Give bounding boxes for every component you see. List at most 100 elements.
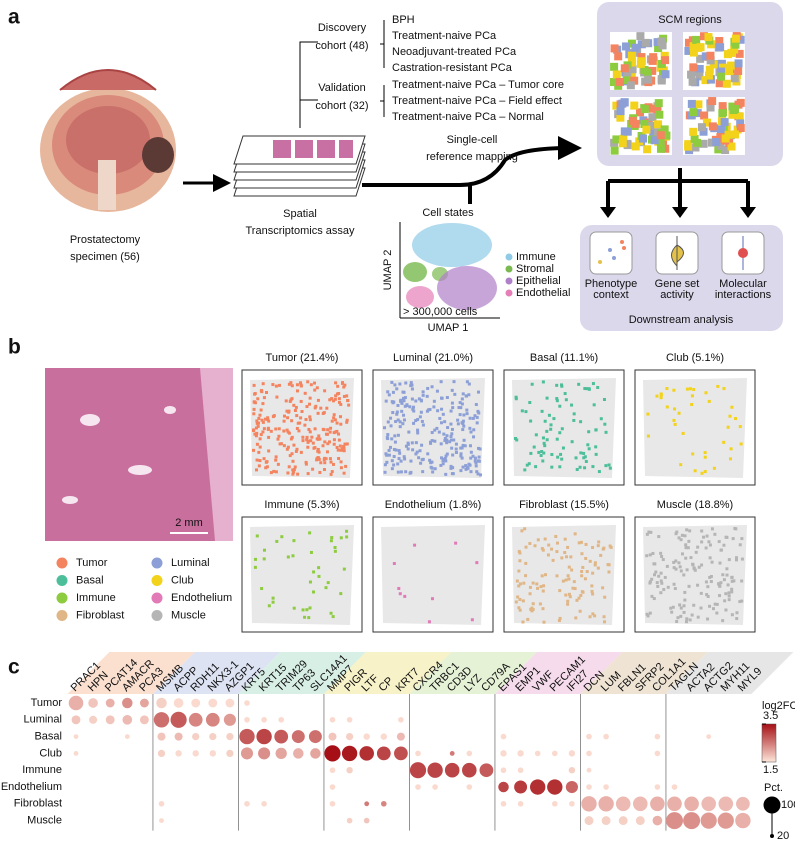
scm-patch xyxy=(616,113,625,122)
spot xyxy=(650,577,654,581)
spot xyxy=(545,429,549,433)
tissue xyxy=(643,378,747,478)
spot xyxy=(541,607,545,611)
spot xyxy=(604,430,608,434)
scm-patch xyxy=(691,143,700,152)
row-label: Club xyxy=(39,747,62,759)
spot xyxy=(274,427,278,431)
dot xyxy=(73,750,79,756)
spot xyxy=(518,597,522,601)
spot xyxy=(515,438,519,442)
spot xyxy=(295,389,299,393)
spot xyxy=(306,439,310,443)
spot xyxy=(523,527,527,531)
spot xyxy=(290,384,294,388)
spot xyxy=(722,440,726,444)
spot xyxy=(292,443,296,447)
spot xyxy=(303,391,307,395)
spot xyxy=(337,438,341,442)
spot xyxy=(652,597,656,601)
dot xyxy=(449,750,455,756)
dot xyxy=(158,800,165,807)
row-label: Tumor xyxy=(31,697,63,709)
spot xyxy=(339,466,343,470)
spot xyxy=(734,558,738,562)
spot xyxy=(722,387,726,391)
spot xyxy=(523,468,527,472)
spot xyxy=(467,393,471,397)
spot xyxy=(451,453,455,457)
spot xyxy=(732,579,736,583)
spot xyxy=(671,605,675,609)
dot xyxy=(359,746,374,761)
spot xyxy=(439,421,443,425)
scm-patch xyxy=(644,75,653,84)
spot xyxy=(330,419,334,423)
spot xyxy=(406,447,410,451)
spot xyxy=(734,417,738,421)
legend-swatch xyxy=(56,592,68,604)
spot xyxy=(322,428,326,432)
spot xyxy=(429,465,433,469)
analysis-label: activity xyxy=(660,289,694,301)
spot xyxy=(419,398,423,402)
spot xyxy=(339,422,343,426)
spot xyxy=(566,602,570,606)
dot xyxy=(261,800,267,807)
spot xyxy=(426,452,430,456)
spot xyxy=(317,566,321,570)
spot xyxy=(403,457,407,461)
spot xyxy=(678,603,682,607)
spot xyxy=(260,418,264,422)
spot xyxy=(280,535,284,539)
scm-patch xyxy=(636,59,645,68)
spot xyxy=(306,445,310,449)
gene-group-band xyxy=(323,652,452,694)
spot xyxy=(590,589,594,593)
spot xyxy=(593,614,597,618)
dot xyxy=(208,698,218,708)
spot xyxy=(389,416,393,420)
spot xyxy=(394,448,398,452)
scm-patch xyxy=(689,127,698,136)
spot xyxy=(430,439,434,443)
spot xyxy=(290,435,294,439)
legend-swatch xyxy=(56,610,68,621)
dot xyxy=(500,767,507,774)
legend-swatch xyxy=(505,253,513,261)
spot xyxy=(304,460,308,464)
spot xyxy=(646,412,650,416)
scm-patch xyxy=(610,44,619,53)
spot xyxy=(266,416,270,420)
spot xyxy=(549,423,553,427)
dot xyxy=(650,796,665,812)
spot xyxy=(322,468,326,472)
spot xyxy=(282,419,286,423)
spot xyxy=(672,566,676,570)
spot xyxy=(459,454,463,458)
spot xyxy=(454,541,458,545)
spot xyxy=(305,435,309,439)
dot xyxy=(514,780,528,794)
spot xyxy=(291,468,295,472)
spot xyxy=(296,421,300,425)
spot xyxy=(441,459,445,463)
spot xyxy=(258,445,262,449)
spot xyxy=(345,418,349,422)
spot xyxy=(706,617,710,621)
spot xyxy=(417,397,421,401)
icon xyxy=(589,231,633,275)
spot xyxy=(305,608,309,612)
dot xyxy=(568,750,576,757)
spot xyxy=(331,615,335,619)
spot xyxy=(401,396,405,400)
spot xyxy=(261,402,265,406)
scm-patch xyxy=(709,60,718,69)
scm-patch xyxy=(701,52,710,61)
spot xyxy=(313,388,317,392)
spot xyxy=(724,592,728,596)
spot xyxy=(430,385,434,389)
spot xyxy=(451,472,455,476)
scm-patch xyxy=(650,136,659,145)
spot xyxy=(706,585,710,589)
